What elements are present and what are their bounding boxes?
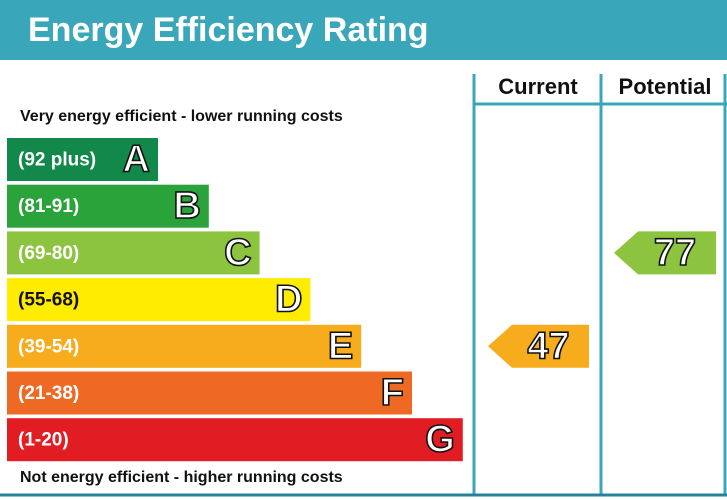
band-letter: D xyxy=(275,279,302,321)
band-bar xyxy=(7,231,260,275)
band-range: (55-68) xyxy=(18,290,79,311)
band-range: (39-54) xyxy=(18,336,79,357)
title-bar xyxy=(0,0,727,60)
rating-arrow xyxy=(488,324,589,368)
band-letter: A xyxy=(123,139,150,181)
band-range: (69-80) xyxy=(18,243,79,264)
current-header: Current xyxy=(498,74,578,99)
band-range: (81-91) xyxy=(18,196,79,217)
band-range: (1-20) xyxy=(18,430,69,451)
band-bar xyxy=(7,371,412,415)
band-bar xyxy=(7,184,209,228)
band-bar xyxy=(7,138,158,181)
rating-value: 47 xyxy=(527,325,569,367)
band-range: (21-38) xyxy=(18,383,79,404)
rating-value: 77 xyxy=(654,232,696,274)
title: Energy Efficiency Rating xyxy=(28,11,429,49)
band-letter: G xyxy=(425,419,455,461)
top-note: Very energy efficient - lower running co… xyxy=(20,108,343,125)
band-letter: C xyxy=(224,232,251,274)
potential-header: Potential xyxy=(619,74,712,99)
band-bar xyxy=(7,418,463,462)
band-range: (92 plus) xyxy=(18,150,96,171)
rating-arrow xyxy=(614,231,716,275)
band-bar xyxy=(7,278,311,322)
bottom-note: Not energy efficient - higher running co… xyxy=(20,469,343,486)
band-letter: B xyxy=(173,185,200,227)
band-bar xyxy=(7,324,362,368)
band-letter: F xyxy=(381,372,404,414)
band-letter: E xyxy=(328,325,353,367)
